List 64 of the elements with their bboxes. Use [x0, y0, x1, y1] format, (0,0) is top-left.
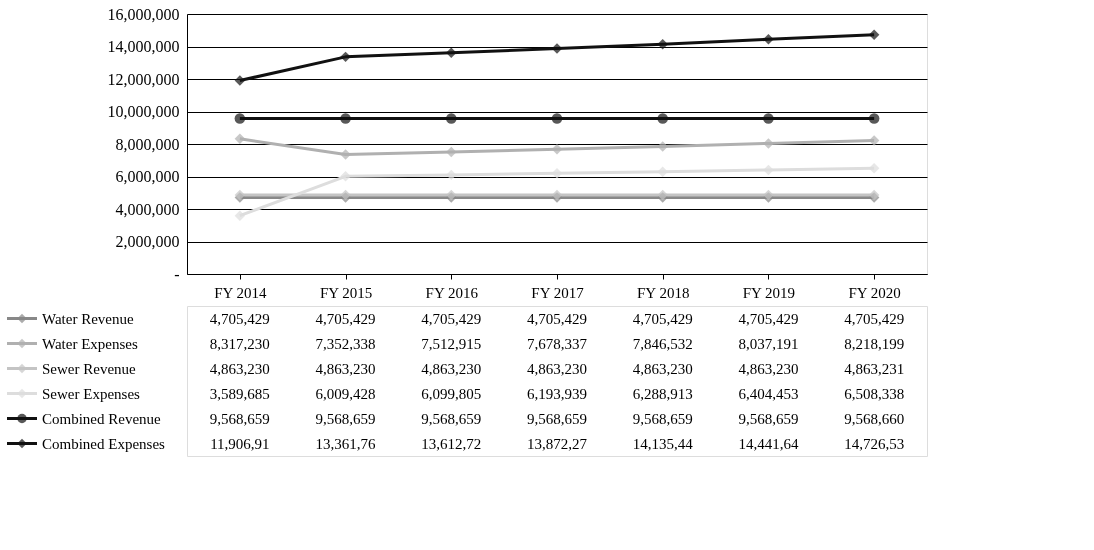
data-label: 9,568,659	[632, 410, 693, 427]
y-tick-label: 6,000,000	[115, 168, 180, 185]
y-tick-label: 14,000,000	[107, 38, 180, 55]
x-tick-label: FY 2015	[319, 284, 373, 301]
y-tick-label: 8,000,000	[115, 135, 180, 153]
data-label: 4,705,429	[844, 310, 905, 327]
x-tick-label: FY 2014	[214, 284, 268, 301]
data-label: 8,317,230	[209, 335, 270, 352]
y-tick-label: 4,000,000	[115, 200, 180, 218]
legend-label: Sewer Revenue	[42, 360, 137, 377]
y-tick-label: 12,000,000	[107, 70, 180, 88]
data-label: 9,568,659	[527, 410, 587, 427]
data-label: 7,352,338	[315, 335, 376, 352]
data-label: 4,705,429	[527, 310, 587, 327]
data-label: 9,568,660	[844, 410, 905, 427]
legend-label: Combined Revenue	[42, 410, 162, 427]
data-label: 13,612,72	[421, 435, 482, 452]
y-tick-label: 16,000,000	[107, 5, 180, 23]
data-label: 7,512,915	[421, 335, 482, 352]
legend-label: Water Expenses	[42, 335, 138, 352]
data-label: 7,846,532	[632, 335, 693, 352]
data-label: 4,863,231	[844, 360, 905, 377]
data-label: 9,568,659	[209, 410, 270, 427]
data-label: 7,678,337	[527, 335, 588, 352]
data-label: 9,568,659	[421, 410, 482, 427]
x-tick-label: FY 2018	[637, 284, 690, 301]
y-tick-label: -	[174, 265, 180, 283]
data-label: 14,726,53	[844, 435, 905, 452]
data-label: 4,863,230	[421, 360, 482, 377]
x-tick-label: FY 2017	[531, 284, 585, 301]
data-label: 4,705,429	[632, 310, 693, 327]
data-label: 4,863,230	[209, 360, 270, 377]
data-label: 3,589,685	[209, 385, 270, 402]
data-label: 6,288,913	[632, 385, 693, 402]
legend-label: Water Revenue	[42, 310, 134, 327]
x-tick-label: FY 2019	[742, 284, 796, 301]
data-label: 4,863,230	[632, 360, 693, 377]
data-label: 14,135,44	[632, 435, 694, 452]
data-label: 14,441,64	[738, 435, 799, 452]
legend-label: Sewer Expenses	[42, 385, 141, 402]
data-label: 4,705,429	[738, 310, 799, 327]
x-tick-label: FY 2016	[425, 284, 479, 301]
data-label: 4,705,429	[315, 310, 376, 327]
data-label: 6,009,428	[315, 385, 376, 402]
data-label: 4,863,230	[738, 360, 799, 377]
data-label: 9,568,659	[738, 410, 799, 427]
data-label: 6,404,453	[738, 385, 799, 402]
data-label: 6,099,805	[421, 385, 482, 402]
data-label: 8,218,199	[844, 335, 905, 352]
data-label: 4,863,230	[315, 360, 376, 377]
data-label: 6,508,338	[844, 385, 905, 402]
x-tick-label: FY 2020	[848, 284, 901, 301]
data-label: 4,705,429	[421, 310, 482, 327]
data-label: 4,863,230	[527, 360, 587, 377]
data-label: 9,568,659	[315, 410, 376, 427]
data-label: 4,705,429	[209, 310, 270, 327]
data-label: 11,906,91	[210, 435, 270, 452]
data-label: 6,193,939	[527, 385, 587, 402]
data-label: 13,872,27	[527, 435, 588, 452]
data-label: 8,037,191	[738, 335, 799, 352]
data-label: 13,361,76	[315, 435, 377, 452]
y-tick-label: 2,000,000	[115, 233, 180, 250]
y-tick-label: 10,000,000	[107, 103, 180, 120]
legend-label: Combined Expenses	[42, 435, 166, 452]
